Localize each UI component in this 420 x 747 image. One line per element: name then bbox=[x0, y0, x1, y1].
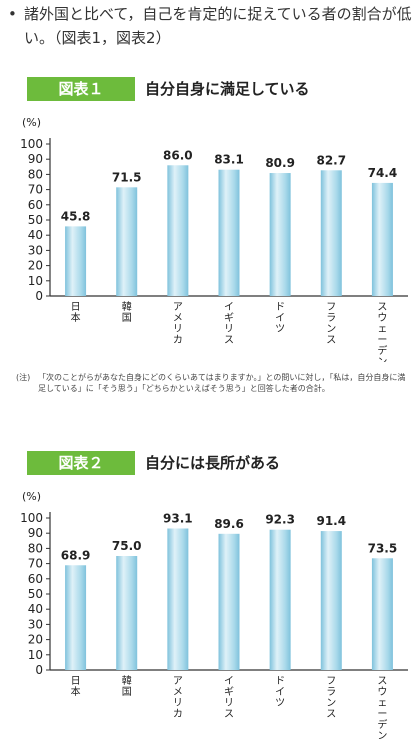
bar bbox=[320, 531, 342, 670]
y-tick-label: 0 bbox=[35, 289, 43, 303]
intro-bullet: • 諸外国と比べて，自己を肯定的に捉えている者の割合が低い。（図表1，図表2） bbox=[8, 2, 414, 50]
y-tick-label: 90 bbox=[28, 526, 43, 540]
y-tick-label: 10 bbox=[28, 274, 43, 288]
y-tick-label: 100 bbox=[20, 137, 43, 151]
category-label: フランス bbox=[326, 676, 336, 720]
category-label: 日本 bbox=[71, 676, 81, 698]
y-tick-label: 50 bbox=[28, 213, 43, 227]
data-label: 73.5 bbox=[368, 541, 398, 555]
category-label: スウェーデン bbox=[377, 302, 387, 362]
data-label: 71.5 bbox=[112, 170, 142, 184]
figure1-badge: 図表１ bbox=[27, 77, 135, 101]
data-label: 93.1 bbox=[163, 511, 193, 525]
category-label: ドイツ bbox=[275, 302, 285, 335]
category-label: イギリス bbox=[224, 676, 234, 720]
note-label: (注) bbox=[16, 373, 31, 382]
y-tick-label: 80 bbox=[28, 541, 43, 555]
category-label: アメリカ bbox=[173, 302, 183, 346]
y-tick-label: 40 bbox=[28, 602, 43, 616]
data-label: 89.6 bbox=[214, 517, 244, 531]
data-label: 92.3 bbox=[265, 513, 295, 527]
y-tick-label: 70 bbox=[28, 557, 43, 571]
bar bbox=[65, 226, 87, 296]
bar bbox=[167, 165, 189, 296]
y-tick-label: 90 bbox=[28, 152, 43, 166]
category-label: イギリス bbox=[224, 302, 234, 346]
category-label: 日本 bbox=[71, 302, 81, 324]
y-tick-label: 100 bbox=[20, 511, 43, 525]
y-tick-label: 40 bbox=[28, 228, 43, 242]
bar bbox=[167, 528, 189, 670]
y-tick-label: 20 bbox=[28, 259, 43, 273]
bullet-dot: • bbox=[8, 5, 17, 23]
y-tick-label: 0 bbox=[35, 663, 43, 677]
bar bbox=[320, 170, 342, 296]
bar bbox=[218, 169, 240, 296]
data-label: 82.7 bbox=[316, 153, 346, 167]
y-tick-label: 70 bbox=[28, 183, 43, 197]
data-label: 74.4 bbox=[368, 166, 398, 180]
category-label: アメリカ bbox=[173, 676, 183, 720]
bar bbox=[371, 558, 393, 670]
y-tick-label: 10 bbox=[28, 648, 43, 662]
data-label: 75.0 bbox=[112, 539, 142, 553]
bar bbox=[269, 173, 291, 296]
bar bbox=[218, 533, 240, 670]
note-text: 「次のことがらがあなた自身にどのくらいあてはまりますか。」との問いに対し，「私は… bbox=[38, 373, 406, 393]
y-tick-label: 60 bbox=[28, 198, 43, 212]
y-tick-label: 30 bbox=[28, 243, 43, 257]
intro-text: 諸外国と比べて，自己を肯定的に捉えている者の割合が低い。（図表1，図表2） bbox=[24, 5, 412, 47]
y-tick-label: 80 bbox=[28, 167, 43, 181]
figure1-title: 自分自身に満足している bbox=[145, 80, 310, 98]
category-label: 韓国 bbox=[122, 301, 132, 324]
y-unit-label: (%) bbox=[22, 490, 41, 503]
data-label: 68.9 bbox=[61, 548, 91, 562]
category-label: ドイツ bbox=[275, 676, 285, 709]
y-tick-label: 20 bbox=[28, 633, 43, 647]
category-label: スウェーデン bbox=[377, 676, 387, 741]
bar bbox=[116, 187, 138, 296]
y-tick-label: 60 bbox=[28, 572, 43, 586]
data-label: 91.4 bbox=[316, 514, 346, 528]
y-unit-label: (%) bbox=[22, 116, 41, 129]
figure2-badge: 図表２ bbox=[27, 451, 135, 475]
bar bbox=[269, 529, 291, 670]
y-tick-label: 30 bbox=[28, 617, 43, 631]
category-label: フランス bbox=[326, 302, 336, 346]
figure1-note: (注) 「次のことがらがあなた自身にどのくらいあてはまりますか。」との問いに対し… bbox=[16, 372, 408, 394]
bar bbox=[116, 556, 138, 670]
data-label: 80.9 bbox=[265, 156, 295, 170]
category-label: 韓国 bbox=[122, 675, 132, 698]
figure2-title: 自分には長所がある bbox=[145, 454, 281, 472]
bar bbox=[371, 182, 393, 296]
data-label: 86.0 bbox=[163, 148, 193, 162]
bar bbox=[65, 565, 87, 670]
data-label: 45.8 bbox=[61, 209, 91, 223]
y-tick-label: 50 bbox=[28, 587, 43, 601]
data-label: 83.1 bbox=[214, 153, 244, 167]
